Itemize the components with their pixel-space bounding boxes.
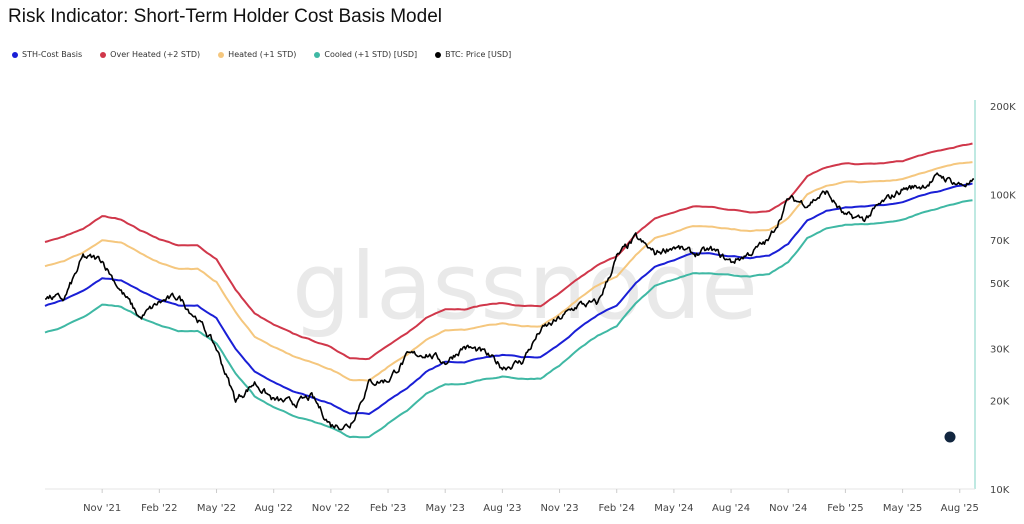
y-tick-label: 200K [990,102,1016,113]
series-line-heated-1-std [44,161,973,382]
series-line-btc-price-usd [44,172,975,431]
x-tick-label: Feb '23 [370,503,406,514]
legend-item[interactable]: STH-Cost Basis [12,50,82,59]
watermark: glassnode [292,233,758,340]
series-line-cooled-1-std-usd [44,199,973,439]
legend-item[interactable]: Cooled (+1 STD) [USD] [314,50,417,59]
x-tick-label: May '23 [426,503,465,514]
legend-label: Cooled (+1 STD) [USD] [324,50,418,59]
legend-dot-icon [12,51,18,58]
x-tick-label: Feb '24 [599,503,635,514]
x-tick-label: Aug '22 [255,503,293,514]
legend-label: BTC: Price [USD] [445,50,512,59]
x-tick-label: Nov '21 [83,503,121,514]
glassnode-badge-icon [944,431,956,443]
x-tick-label: Nov '23 [540,503,578,514]
x-tick-label: May '24 [654,503,693,514]
y-tick-label: 10K [990,485,1010,496]
x-tick-label: Aug '24 [712,503,750,514]
chart-title: Risk Indicator: Short-Term Holder Cost B… [8,6,442,27]
legend-dot-icon [435,51,442,58]
legend-label: Over Heated (+2 STD) [110,50,201,59]
x-tick-label: Feb '25 [827,503,863,514]
x-tick-label: Aug '23 [483,503,521,514]
legend-item[interactable]: Heated (+1 STD) [218,50,296,59]
series-line-over-heated-2-std [44,142,973,361]
x-tick-label: May '25 [883,503,922,514]
x-tick-label: May '22 [197,503,236,514]
x-tick-label: Nov '24 [769,503,807,514]
y-tick-label: 30K [990,345,1010,356]
legend-dot-icon [100,51,107,58]
legend-dot-icon [218,51,225,58]
x-tick-label: Aug '25 [941,503,979,514]
y-tick-label: 70K [990,236,1010,247]
series-line-sth-cost-basis [44,182,973,415]
legend-item[interactable]: Over Heated (+2 STD) [100,50,200,59]
y-tick-label: 20K [990,396,1010,407]
x-tick-label: Feb '22 [141,503,177,514]
y-tick-label: 100K [990,191,1016,202]
y-tick-label: 50K [990,279,1010,290]
legend-item[interactable]: BTC: Price [USD] [435,50,511,59]
x-tick-label: Nov '22 [312,503,350,514]
legend-label: Heated (+1 STD) [228,50,297,59]
legend-dot-icon [314,51,321,58]
legend-label: STH-Cost Basis [22,50,83,59]
legend: STH-Cost Basis Over Heated (+2 STD) Heated… [12,50,511,59]
